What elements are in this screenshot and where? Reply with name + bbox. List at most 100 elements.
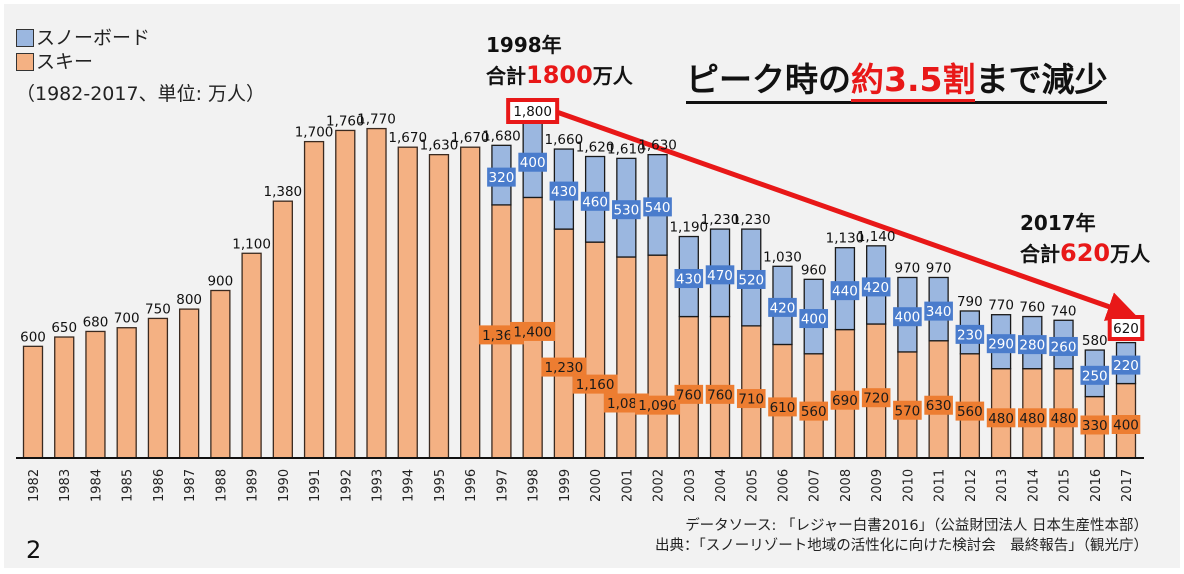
snowboard-label-1997: 320 <box>489 170 515 186</box>
total-label-1996: 1,670 <box>451 130 490 146</box>
snowboard-label-2017: 220 <box>1113 358 1139 374</box>
total-label-2015: 740 <box>1051 303 1077 319</box>
snowboard-label-2016: 250 <box>1082 368 1108 384</box>
total-label-1997: 1,680 <box>482 128 521 144</box>
snowboard-label-2008-bg <box>830 281 860 301</box>
bar-ski-1989 <box>241 252 262 459</box>
ski-label-2010: 570 <box>895 403 921 419</box>
total-label-1990: 1,380 <box>264 184 303 200</box>
ski-label-2017-bg <box>1111 415 1141 434</box>
legend-label-ski: スキー <box>36 51 94 73</box>
x-axis: 1982 1983 1984 1985 1986 1987 1988 1989 1990 1991… <box>16 457 1144 502</box>
ski-label-2008-bg <box>830 390 860 410</box>
bar-ski-2000 <box>584 241 606 459</box>
total-label-1984: 680 <box>83 314 109 330</box>
ski-label-2002: 1,090 <box>638 398 677 414</box>
total-label-2004: 1,230 <box>701 212 740 228</box>
x-tick-label-2016: 2016 <box>1089 469 1104 502</box>
x-tick-label-1990: 1990 <box>277 469 292 502</box>
total-label-1993: 1,770 <box>357 112 396 128</box>
headline-highlight: 約3.5割 <box>851 60 976 102</box>
snowboard-label-2017-bg <box>1111 355 1141 375</box>
snowboard-label-2001: 530 <box>613 203 639 219</box>
latest-total-value: 620 <box>1060 239 1111 267</box>
x-tick-label-1987: 1987 <box>183 469 198 502</box>
peak-total-prefix: 合計 <box>486 64 526 88</box>
x-tick-label-2015: 2015 <box>1058 469 1073 502</box>
snowboard-label-2007: 400 <box>801 312 827 328</box>
x-tick-label-1989: 1989 <box>246 469 261 502</box>
page-number: 2 <box>26 536 42 564</box>
bar-ski-1982 <box>22 345 44 459</box>
ski-label-2009-bg <box>861 388 891 408</box>
legend-swatch-ski <box>16 53 34 71</box>
total-label-1983: 650 <box>51 320 77 336</box>
bar-ski-1991 <box>303 140 325 459</box>
total-label-1991: 1,700 <box>295 125 334 141</box>
x-tick-label-2006: 2006 <box>776 469 791 502</box>
bar-ski-2001 <box>616 256 637 459</box>
x-tick-label-1996: 1996 <box>464 469 479 502</box>
citation-line: 出典：「スノーリゾート地域の活性化に向けた検討会 最終報告」（観光庁） <box>655 538 1148 554</box>
snowboard-label-2002: 540 <box>645 200 671 216</box>
x-tick-label-2017: 2017 <box>1120 469 1135 502</box>
bar-ski-1988 <box>210 289 231 459</box>
x-tick-label-1993: 1993 <box>371 469 386 502</box>
snowboard-label-2009-bg <box>861 277 891 297</box>
ski-label-2016-bg <box>1080 415 1110 435</box>
x-tick-label-1982: 1982 <box>27 469 42 502</box>
snowboard-label-2015-bg <box>1049 336 1078 356</box>
ski-label-1999: 1,230 <box>545 360 584 376</box>
labels-layer: 600 650 680 700 750 800 900 1,100 1,380 1,7001,76… <box>20 112 1141 435</box>
snowboard-label-2013: 290 <box>988 337 1014 353</box>
ski-label-2015-bg <box>1049 408 1078 428</box>
x-tick-label-1986: 1986 <box>152 469 167 502</box>
bar-ski-1993 <box>366 127 387 459</box>
snowboard-label-2011: 340 <box>926 304 952 320</box>
ski-label-2012: 560 <box>957 404 983 420</box>
latest-highlight-label: 620 <box>1113 321 1139 337</box>
bar-ski-2002 <box>647 254 668 459</box>
ski-label-2011-bg <box>924 395 953 415</box>
bar-ski-1987 <box>178 308 200 459</box>
peak-total-value: 1800 <box>526 61 593 89</box>
total-label-2012: 790 <box>957 294 983 310</box>
ski-label-2009: 720 <box>863 391 889 407</box>
peak-year: 1998年 <box>486 33 562 57</box>
snowboard-label-2001-bg <box>612 200 641 220</box>
total-label-2007: 960 <box>801 262 827 278</box>
x-tick-label-1984: 1984 <box>89 469 104 502</box>
snowboard-label-2006: 420 <box>770 300 796 316</box>
total-label-2006: 1,030 <box>763 249 802 265</box>
bar-ski-1986 <box>147 317 169 459</box>
ski-label-2014: 480 <box>1019 411 1045 427</box>
bar-ski-1990 <box>272 200 293 459</box>
bar-ski-1999 <box>553 228 575 459</box>
ski-label-2007: 560 <box>801 404 827 420</box>
total-label-2005: 1,230 <box>732 212 771 228</box>
headline-post: まで減少 <box>975 60 1108 99</box>
snowboard-label-2006-bg <box>768 297 797 317</box>
x-tick-label-1983: 1983 <box>58 469 73 502</box>
ski-label-2017: 400 <box>1113 418 1139 434</box>
unit-note: （1982-2017、単位: 万人） <box>16 83 266 105</box>
bar-ski-1995 <box>428 153 450 459</box>
ski-label-1999-bg <box>541 357 587 377</box>
x-tick-label-1991: 1991 <box>308 469 323 502</box>
total-label-2010: 970 <box>895 260 921 276</box>
snowboard-label-2014: 280 <box>1019 338 1045 354</box>
x-tick-label-1998: 1998 <box>527 469 542 502</box>
ski-label-2006-bg <box>768 397 797 417</box>
snowboard-label-2009: 420 <box>863 280 889 296</box>
ski-label-2003-bg <box>674 384 704 404</box>
total-label-2011: 970 <box>926 260 952 276</box>
x-tick-label-2003: 2003 <box>683 469 698 502</box>
legend-swatch-snowboard <box>16 29 34 47</box>
x-tick-label-1997: 1997 <box>495 469 510 502</box>
peak-total: 合計1800万人 <box>486 60 633 91</box>
snowboard-label-2007-bg <box>799 309 829 329</box>
x-tick-label-1988: 1988 <box>214 469 229 502</box>
total-label-2016: 580 <box>1082 333 1108 349</box>
latest-year: 2017年 <box>1020 211 1096 235</box>
data-source-line: データソース: 「レジャー白書2016」（公益財団法人 日本生産性本部） <box>685 518 1148 534</box>
